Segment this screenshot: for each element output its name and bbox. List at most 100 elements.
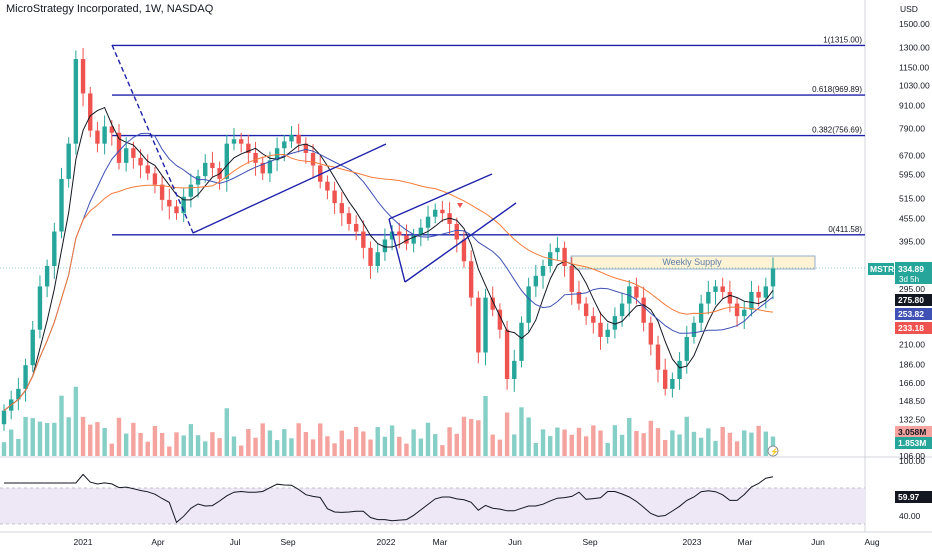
- volume-bar: [648, 420, 654, 456]
- candle: [368, 241, 373, 279]
- lightning-icon: ⚡: [770, 447, 779, 456]
- candle: [677, 352, 682, 390]
- volume-bar: [655, 428, 661, 456]
- dividends-marker[interactable]: [767, 445, 779, 457]
- price-tick: 1300.00: [899, 42, 930, 52]
- candle: [670, 372, 675, 398]
- volume-bar: [181, 435, 186, 456]
- candle: [425, 205, 431, 241]
- candle: [138, 149, 143, 179]
- candle: [591, 307, 596, 334]
- weekly-supply-zone[interactable]: [570, 255, 816, 270]
- volume-bar: [203, 441, 208, 456]
- candle: [37, 275, 43, 339]
- volume-bar: [468, 419, 474, 456]
- ma-mid-tag: [895, 308, 932, 320]
- candle: [418, 218, 424, 247]
- candle: [159, 175, 165, 211]
- volume-bar: [37, 421, 43, 456]
- candle: [203, 154, 208, 183]
- volume-bar: [734, 441, 740, 456]
- volume-bar: [519, 407, 524, 456]
- volume-bar: [389, 425, 395, 456]
- time-tick: Jun: [508, 537, 522, 547]
- volume-tag-2: [895, 437, 932, 449]
- candle: [174, 200, 179, 220]
- volume-bar: [325, 436, 330, 456]
- volume-bar: [231, 436, 237, 456]
- trendline-drawings[interactable]: [111, 44, 517, 283]
- volume-bar: [303, 432, 309, 456]
- volume-bar: [512, 434, 517, 456]
- volume-bar: [483, 396, 488, 456]
- volume-bar: [296, 423, 301, 456]
- time-tick: Sep: [280, 537, 295, 547]
- price-tag: [895, 262, 932, 284]
- candle: [627, 279, 632, 317]
- candle: [52, 222, 57, 279]
- volume-bar: [16, 439, 21, 456]
- volume-bar: [504, 412, 510, 456]
- candle: [310, 144, 316, 179]
- candle: [59, 167, 64, 239]
- candle: [102, 115, 107, 155]
- time-axis[interactable]: 2021 Apr Jul Sep 2022 Mar Jun Sep 2023 Mar Jun Aug: [74, 537, 880, 547]
- price-tick: 595.00: [899, 170, 925, 180]
- volume-bar: [332, 443, 337, 456]
- candle: [231, 128, 237, 151]
- volume-bar: [174, 432, 179, 456]
- candle: [318, 154, 323, 189]
- volume-bar: [152, 426, 158, 456]
- volume-bar: [59, 395, 64, 456]
- support-trendline: [192, 143, 387, 234]
- volume-tag-1-text: 3.058M: [898, 427, 926, 437]
- volume-bar: [1, 442, 7, 456]
- rsi-line: [4, 473, 774, 524]
- volume-bar: [433, 434, 438, 456]
- volume-bar: [662, 440, 668, 456]
- volume-bar: [95, 422, 100, 456]
- volume-bar: [411, 429, 416, 456]
- candle: [440, 201, 445, 222]
- volume-bar: [698, 437, 704, 456]
- candle: [706, 280, 711, 315]
- volume-bar: [677, 434, 682, 456]
- rsi-tag-text: 59.97: [898, 492, 920, 502]
- volume-bar: [310, 439, 316, 456]
- candle: [88, 87, 93, 138]
- volume-bar: [102, 428, 107, 456]
- ma-mid-tag-text: 253.82: [898, 309, 924, 319]
- volume-bar: [727, 432, 733, 456]
- candle: [30, 320, 35, 372]
- price-tick: 106.00: [899, 451, 925, 461]
- ma-slow-line: [3, 153, 774, 411]
- volume-bar: [217, 438, 222, 456]
- volume-bar: [80, 416, 86, 456]
- candle: [152, 166, 158, 194]
- volume-bar: [73, 386, 79, 456]
- volume-bar: [210, 432, 215, 456]
- volume-bar: [353, 426, 359, 456]
- volume-bar: [274, 440, 280, 456]
- candle: [533, 264, 539, 298]
- volume-bar: [454, 433, 459, 456]
- volume-bar: [720, 427, 725, 456]
- volume-bar: [224, 408, 229, 456]
- time-tick: Jul: [230, 537, 241, 547]
- price-axis[interactable]: 1500.00 1300.00 1150.00 1030.00 910.00 790.00…: [899, 19, 930, 461]
- fib-label: 0.382(756.69): [812, 126, 862, 135]
- candle: [756, 285, 761, 307]
- volume-bar: [361, 431, 366, 456]
- candle: [720, 277, 725, 299]
- volume-bar: [591, 425, 596, 456]
- volume-bar: [461, 416, 467, 456]
- volume-bar: [526, 417, 531, 456]
- candle: [353, 215, 359, 241]
- volume-bar: [540, 429, 546, 456]
- fib-anchor-dashed-line: [111, 44, 195, 236]
- candle: [210, 151, 215, 177]
- fib-levels[interactable]: 1(1315.00) 0.618(969.89) 0.382(756.69) 0(41…: [112, 35, 865, 236]
- candle: [483, 288, 488, 366]
- volume-bar: [742, 430, 747, 456]
